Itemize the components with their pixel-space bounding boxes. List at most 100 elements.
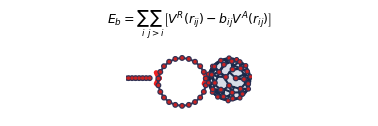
Circle shape (229, 59, 234, 63)
Circle shape (249, 75, 253, 79)
Circle shape (157, 84, 160, 86)
Circle shape (203, 76, 208, 81)
Circle shape (207, 81, 211, 85)
Circle shape (246, 87, 250, 91)
Circle shape (239, 66, 243, 71)
Circle shape (144, 76, 149, 80)
Circle shape (188, 58, 190, 60)
Circle shape (212, 88, 214, 90)
Circle shape (157, 77, 160, 80)
Circle shape (162, 95, 166, 100)
Circle shape (216, 95, 220, 99)
Circle shape (225, 76, 227, 78)
Circle shape (126, 76, 131, 80)
Circle shape (211, 87, 215, 91)
Circle shape (218, 87, 223, 92)
Circle shape (230, 67, 235, 72)
Circle shape (238, 60, 242, 64)
Circle shape (235, 77, 237, 79)
Circle shape (187, 103, 191, 107)
Circle shape (208, 82, 209, 84)
Circle shape (187, 57, 191, 61)
Circle shape (223, 64, 225, 66)
Circle shape (218, 71, 220, 73)
Circle shape (198, 95, 203, 100)
Circle shape (174, 58, 176, 60)
Circle shape (198, 64, 203, 69)
Circle shape (181, 105, 183, 107)
Circle shape (147, 76, 152, 80)
Circle shape (199, 65, 201, 67)
Circle shape (181, 57, 183, 59)
Circle shape (209, 73, 214, 77)
Circle shape (212, 81, 217, 85)
Circle shape (158, 70, 163, 74)
Circle shape (211, 90, 214, 94)
Text: $E_b = \sum_i \sum_{j>i} \left[V^R(r_{ij}) - b_{ij}V^A(r_{ij})\right]$: $E_b = \sum_i \sum_{j>i} \left[V^R(r_{ij… (107, 9, 271, 41)
Circle shape (142, 77, 144, 79)
Circle shape (223, 96, 225, 98)
Circle shape (231, 97, 235, 101)
Circle shape (246, 82, 250, 86)
Circle shape (156, 83, 161, 88)
Circle shape (180, 104, 184, 108)
Circle shape (133, 76, 138, 80)
Circle shape (220, 60, 222, 61)
Circle shape (135, 77, 136, 79)
Circle shape (145, 77, 147, 79)
Circle shape (149, 77, 151, 79)
Circle shape (212, 65, 213, 67)
Circle shape (212, 91, 213, 93)
Circle shape (226, 99, 230, 103)
Circle shape (238, 87, 243, 91)
Circle shape (240, 92, 245, 96)
Circle shape (214, 66, 215, 67)
Polygon shape (208, 58, 251, 101)
Circle shape (220, 89, 222, 91)
Circle shape (173, 57, 178, 61)
Circle shape (159, 91, 161, 93)
Circle shape (180, 56, 184, 60)
Circle shape (211, 64, 214, 68)
Circle shape (239, 97, 241, 99)
Circle shape (246, 71, 248, 73)
Circle shape (232, 98, 234, 100)
Circle shape (227, 83, 232, 88)
Circle shape (240, 68, 242, 69)
Circle shape (222, 94, 226, 99)
Circle shape (207, 72, 211, 76)
Circle shape (194, 101, 196, 103)
Circle shape (242, 93, 243, 95)
Circle shape (212, 64, 217, 69)
Circle shape (199, 97, 201, 99)
Circle shape (159, 71, 161, 73)
Circle shape (208, 73, 209, 75)
Circle shape (137, 76, 141, 80)
Circle shape (138, 77, 140, 79)
Circle shape (217, 70, 222, 74)
Circle shape (194, 61, 196, 63)
Circle shape (230, 90, 234, 95)
Circle shape (174, 104, 176, 106)
Circle shape (130, 76, 134, 80)
Circle shape (203, 83, 208, 88)
Circle shape (173, 103, 178, 107)
Circle shape (238, 96, 242, 100)
Circle shape (131, 77, 133, 79)
Circle shape (235, 58, 239, 61)
Circle shape (239, 61, 241, 63)
Circle shape (223, 75, 228, 80)
Circle shape (231, 92, 233, 94)
Circle shape (232, 68, 234, 70)
Circle shape (227, 56, 231, 60)
Circle shape (245, 65, 246, 67)
Circle shape (236, 59, 237, 60)
Circle shape (167, 59, 171, 64)
Circle shape (228, 85, 230, 87)
Circle shape (201, 90, 206, 94)
Circle shape (214, 82, 216, 84)
Circle shape (219, 58, 223, 62)
Circle shape (217, 96, 218, 98)
Circle shape (248, 88, 249, 90)
Circle shape (211, 74, 213, 76)
